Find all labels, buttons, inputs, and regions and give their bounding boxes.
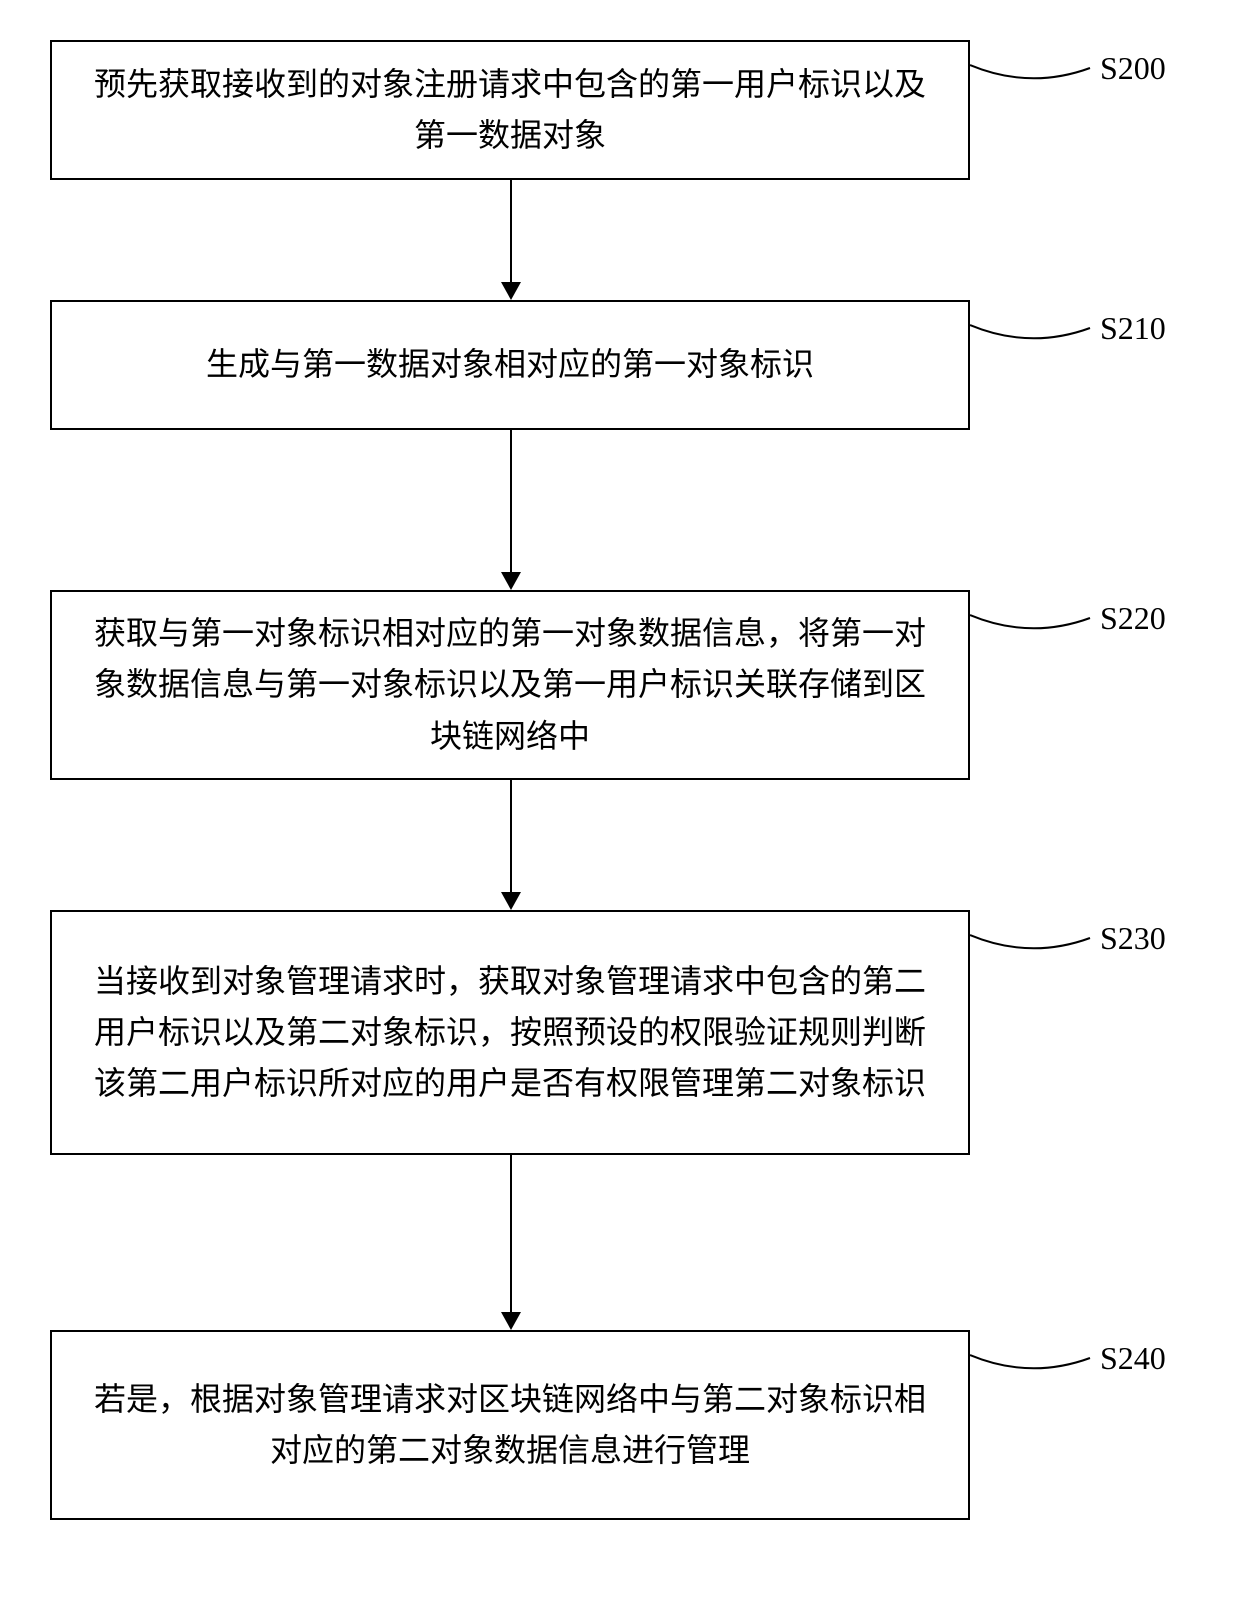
step-label-S200: S200 <box>1100 50 1166 87</box>
connector-S220 <box>970 595 1110 638</box>
arrow-head-S230-S240 <box>501 1312 521 1330</box>
step-box-S240: 若是，根据对象管理请求对区块链网络中与第二对象标识相对应的第二对象数据信息进行管… <box>50 1330 970 1520</box>
arrow-line-S200-S210 <box>510 180 512 282</box>
step-box-S220: 获取与第一对象标识相对应的第一对象数据信息，将第一对象数据信息与第一对象标识以及… <box>50 590 970 780</box>
step-label-S220: S220 <box>1100 600 1166 637</box>
step-text-S240: 若是，根据对象管理请求对区块链网络中与第二对象标识相对应的第二对象数据信息进行管… <box>92 1374 928 1476</box>
step-label-S210: S210 <box>1100 310 1166 347</box>
arrow-head-S200-S210 <box>501 282 521 300</box>
arrow-line-S230-S240 <box>510 1155 512 1312</box>
connector-S230 <box>970 915 1110 958</box>
step-label-S240: S240 <box>1100 1340 1166 1377</box>
connector-S210 <box>970 305 1110 348</box>
step-text-S200: 预先获取接收到的对象注册请求中包含的第一用户标识以及第一数据对象 <box>92 59 928 161</box>
step-box-S230: 当接收到对象管理请求时，获取对象管理请求中包含的第二用户标识以及第二对象标识，按… <box>50 910 970 1155</box>
arrow-head-S210-S220 <box>501 572 521 590</box>
connector-S200 <box>970 45 1110 88</box>
step-label-S230: S230 <box>1100 920 1166 957</box>
arrow-head-S220-S230 <box>501 892 521 910</box>
flowchart-container: 预先获取接收到的对象注册请求中包含的第一用户标识以及第一数据对象生成与第一数据对… <box>50 40 1190 1580</box>
arrow-line-S220-S230 <box>510 780 512 892</box>
connector-S240 <box>970 1335 1110 1378</box>
step-text-S230: 当接收到对象管理请求时，获取对象管理请求中包含的第二用户标识以及第二对象标识，按… <box>92 956 928 1110</box>
step-text-S210: 生成与第一数据对象相对应的第一对象标识 <box>206 339 814 390</box>
step-text-S220: 获取与第一对象标识相对应的第一对象数据信息，将第一对象数据信息与第一对象标识以及… <box>92 608 928 762</box>
step-box-S200: 预先获取接收到的对象注册请求中包含的第一用户标识以及第一数据对象 <box>50 40 970 180</box>
step-box-S210: 生成与第一数据对象相对应的第一对象标识 <box>50 300 970 430</box>
arrow-line-S210-S220 <box>510 430 512 572</box>
